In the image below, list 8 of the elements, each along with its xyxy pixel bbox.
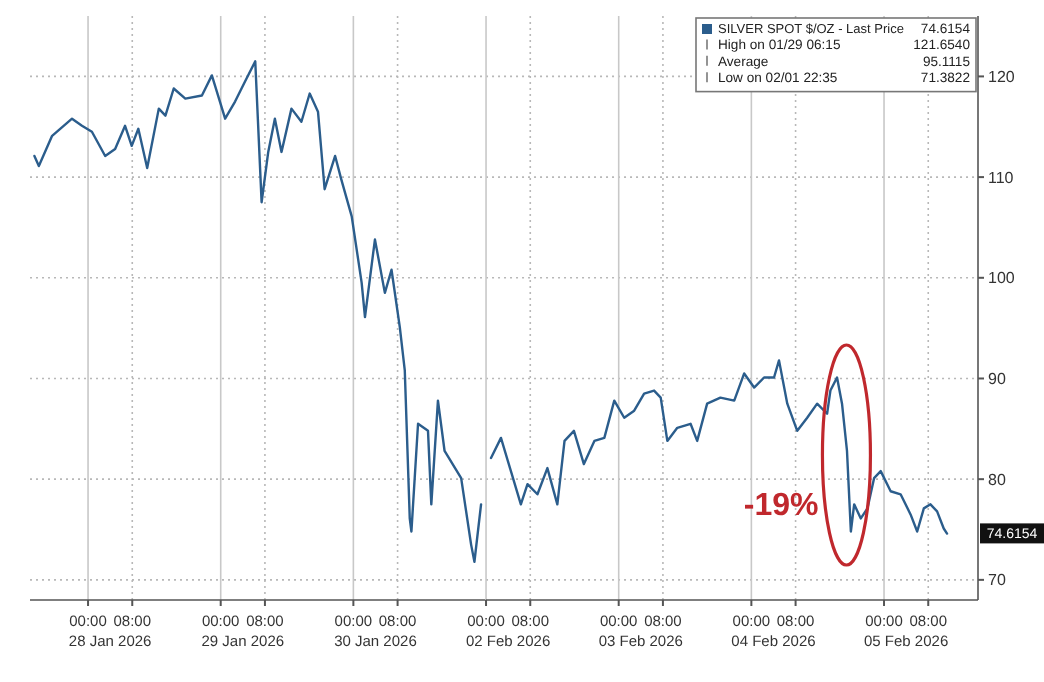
y-tick-label: 100 [988, 269, 1016, 288]
y-tick-label: 70 [988, 571, 1007, 590]
y-tick-label: 120 [988, 68, 1016, 87]
line-series [489, 359, 949, 535]
y-tick-label: 90 [988, 370, 1007, 389]
y-tick-label: 80 [988, 470, 1007, 489]
y-tick-label: 110 [988, 168, 1015, 187]
annotation: -19% [743, 489, 819, 524]
